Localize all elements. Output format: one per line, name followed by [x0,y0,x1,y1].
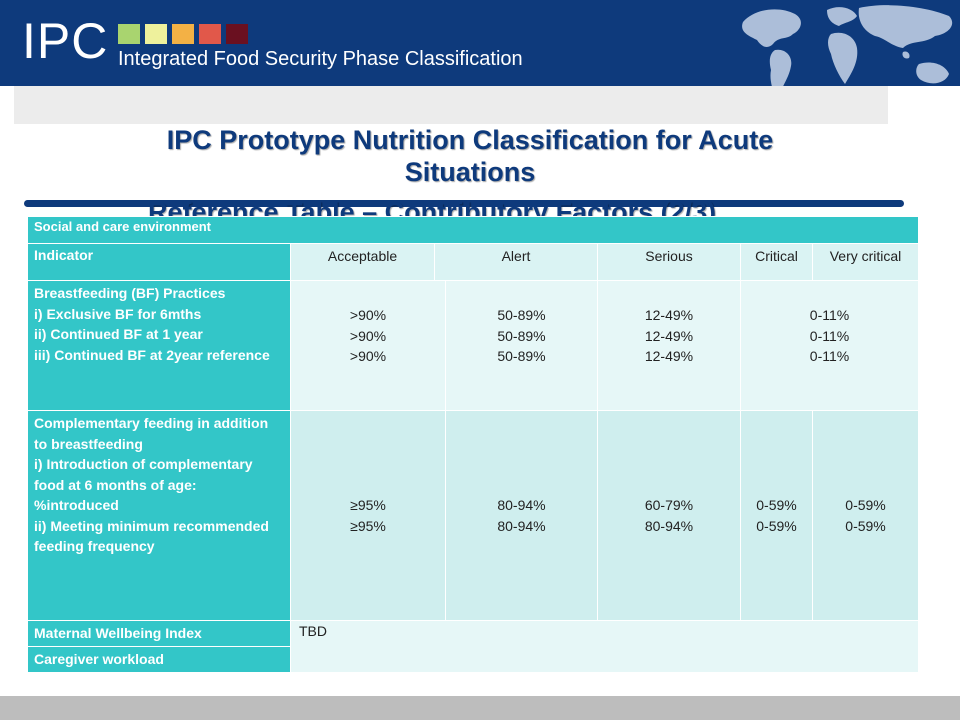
table-row-section: Social and care environment [26,216,920,244]
header-critical: Critical [740,243,813,281]
cf-label-line: ii) Meeting minimum recommended feeding … [34,517,269,555]
cf-serious: 60-79% 80-94% [597,410,741,621]
bf-serious: 12-49% 12-49% 12-49% [597,280,741,411]
table-row-breastfeeding: Breastfeeding (BF) Practices i) Exclusiv… [27,280,920,411]
cf-serious-value: 80-94% [644,517,694,534]
cf-serious-value: 60-79% [644,497,694,513]
maternal-label: Maternal Wellbeing Index [27,620,291,647]
bf-alert-value: 50-89% [497,307,546,323]
bf-label-line: i) Exclusive BF for 6mths [34,305,202,322]
header-grey-strip [14,86,888,124]
caregiver-label: Caregiver workload [27,646,291,673]
table-row-maternal: Maternal Wellbeing Index TBD [27,620,920,673]
cf-acceptable-value: ≥95% [350,517,386,534]
maternal-caregiver-value: TBD [289,620,920,673]
cf-very-critical: 0-59% 0-59% [811,410,920,621]
cf-very-critical-value: 0-59% [845,497,886,513]
cf-critical-value: 0-59% [756,497,797,513]
title-rule [24,200,904,207]
title-line-1: IPC Prototype Nutrition Classification f… [166,125,774,155]
bf-serious-value: 12-49% [644,307,694,323]
bf-acceptable: >90% >90% >90% [290,280,446,411]
bf-label: Breastfeeding (BF) Practices i) Exclusiv… [27,280,291,411]
bf-alert-value: 50-89% [497,348,546,364]
bf-alert: 50-89% 50-89% 50-89% [445,280,598,411]
bf-acceptable-value: >90% [349,327,387,344]
swatch-phase-1 [118,24,140,44]
swatch-phase-4 [199,24,221,44]
footer-bar [0,696,960,720]
header-band: IPC Integrated Food Security Phase Class… [0,0,960,86]
bf-critical-value: 0-11% [809,348,850,364]
page-title: IPC Prototype Nutrition Classification f… [40,124,900,188]
header-acceptable: Acceptable [290,243,435,281]
cf-acceptable-value: ≥95% [350,497,386,513]
reference-table-wrap: Social and care environment Indicator Ac… [26,216,920,673]
cf-acceptable: ≥95% ≥95% [290,410,446,621]
title-line-2: Situations [404,157,536,187]
bf-label-line: ii) Continued BF at 1 year [34,326,203,342]
cf-label-line: i) Introduction of complementary food at… [34,456,253,513]
bf-critical-very-critical: 0-11% 0-11% 0-11% [739,280,920,411]
bf-critical-value: 0-11% [809,307,850,323]
bf-serious-value: 12-49% [644,348,694,364]
table-row-header: Indicator Acceptable Alert Serious Criti… [27,243,920,281]
bf-alert-value: 50-89% [497,327,546,344]
section-label: Social and care environment [26,216,920,244]
bf-serious-value: 12-49% [644,327,694,344]
table-row-complementary-feeding: Complementary feeding in addition to bre… [27,410,920,621]
header-serious: Serious [597,243,741,281]
header-very-critical: Very critical [811,243,920,281]
swatch-phase-3 [172,24,194,44]
world-map-icon [742,5,953,86]
bf-label-line: Breastfeeding (BF) Practices [34,285,226,301]
swatch-phase-5 [226,24,248,44]
swatch-phase-2 [145,24,167,44]
cf-critical: 0-59% 0-59% [740,410,813,621]
cf-alert-value: 80-94% [497,517,546,534]
cf-very-critical-value: 0-59% [845,517,886,534]
reference-table: Social and care environment Indicator Ac… [26,216,920,673]
header-alert: Alert [434,243,598,281]
cf-alert: 80-94% 80-94% [445,410,598,621]
bf-label-line: iii) Continued BF at 2year reference [34,346,270,363]
phase-color-swatches [118,24,248,44]
cf-alert-value: 80-94% [497,497,546,513]
table-row-caregiver: Caregiver workload [27,646,919,673]
bf-acceptable-value: >90% [349,348,387,364]
header-indicator: Indicator [27,243,291,281]
bf-acceptable-value: >90% [349,307,387,323]
cf-label-line: Complementary feeding in addition to bre… [34,415,269,452]
org-name: Integrated Food Security Phase Classific… [118,48,523,70]
cf-critical-value: 0-59% [756,517,797,534]
cf-label: Complementary feeding in addition to bre… [27,410,291,621]
ipc-logo-text: IPC [22,13,109,69]
bf-critical-value: 0-11% [809,327,850,344]
